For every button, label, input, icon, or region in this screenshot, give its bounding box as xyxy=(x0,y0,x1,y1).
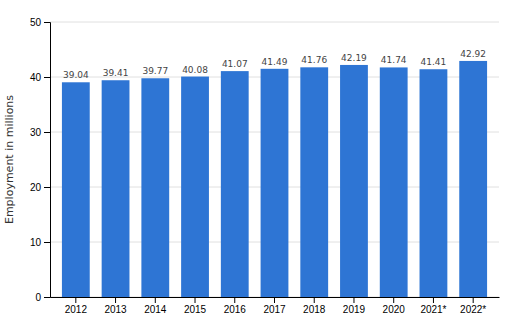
x-tick-mark xyxy=(234,297,235,303)
bar xyxy=(102,80,130,297)
x-tick-label: 2016 xyxy=(224,304,247,315)
chart-container: 0102030405020122013201420152016201720182… xyxy=(0,0,511,323)
plot-area: 0102030405020122013201420152016201720182… xyxy=(30,17,500,315)
y-tick: 20 xyxy=(30,182,50,193)
x-tick-label: 2020 xyxy=(383,304,406,315)
y-tick-label: 30 xyxy=(30,127,42,138)
x-tick-mark xyxy=(115,297,116,303)
y-tick-mark xyxy=(44,132,50,133)
x-tick-label: 2019 xyxy=(343,304,366,315)
y-tick-label: 20 xyxy=(30,182,42,193)
x-tick: 2019 xyxy=(343,297,366,315)
y-tick: 30 xyxy=(30,127,50,138)
x-tick-label: 2018 xyxy=(303,304,326,315)
x-tick: 2017 xyxy=(263,297,286,315)
x-tick: 2014 xyxy=(144,297,167,315)
bar xyxy=(420,69,448,297)
data-label: 42.92 xyxy=(460,49,486,59)
bar xyxy=(62,82,90,297)
bar xyxy=(340,65,368,297)
bar xyxy=(221,71,249,297)
y-tick-mark xyxy=(44,297,50,298)
y-tick-mark xyxy=(44,22,50,23)
x-tick-mark xyxy=(75,297,76,303)
grid xyxy=(50,22,499,297)
bar xyxy=(459,61,487,297)
bars xyxy=(62,61,487,297)
x-tick-label: 2021* xyxy=(420,304,446,315)
x-tick-label: 2014 xyxy=(144,304,167,315)
data-label: 40.08 xyxy=(182,65,208,75)
x-tick-mark xyxy=(155,297,156,303)
x-tick-mark xyxy=(393,297,394,303)
y-tick: 40 xyxy=(30,72,50,83)
bar xyxy=(141,78,169,297)
data-label: 41.41 xyxy=(421,57,447,67)
data-label: 39.04 xyxy=(63,70,89,80)
x-tick-mark xyxy=(473,297,474,303)
x-tick-mark xyxy=(274,297,275,303)
y-axis-title: Employment in millions xyxy=(3,95,16,224)
y-tick-label: 10 xyxy=(30,237,42,248)
y-tick-mark xyxy=(44,242,50,243)
data-label: 42.19 xyxy=(341,53,367,63)
data-label: 41.76 xyxy=(301,55,327,65)
grid-line xyxy=(50,22,499,23)
x-tick-label: 2013 xyxy=(104,304,127,315)
data-label: 39.41 xyxy=(103,68,129,78)
y-tick-label: 0 xyxy=(35,292,41,303)
y-axis-line xyxy=(44,23,51,298)
bar xyxy=(181,77,209,297)
y-tick-mark xyxy=(44,187,50,188)
chart-svg: 0102030405020122013201420152016201720182… xyxy=(0,0,511,323)
data-label: 41.07 xyxy=(222,59,248,69)
x-axis: 2012 2013 2014 2015 2016 2017 2018 2019 2020 2021… xyxy=(51,297,500,315)
y-tick-label: 50 xyxy=(30,17,42,28)
x-tick: 2020 xyxy=(383,297,406,315)
y-tick: 10 xyxy=(30,237,50,248)
bar xyxy=(380,67,408,297)
data-labels: 39.04 39.41 39.77 40.08 41.07 41.49 41.76 42.19… xyxy=(63,49,486,80)
x-tick-mark xyxy=(195,297,196,303)
y-tick: 0 xyxy=(35,292,50,303)
y-axis: 0 10 20 30 40 50 xyxy=(30,17,51,303)
x-tick-mark xyxy=(314,297,315,303)
x-tick: 2016 xyxy=(224,297,247,315)
x-tick: 2018 xyxy=(303,297,326,315)
bar xyxy=(300,67,328,297)
x-tick-label: 2012 xyxy=(65,304,88,315)
x-tick-mark xyxy=(433,297,434,303)
x-tick: 2021* xyxy=(420,297,446,315)
data-label: 41.74 xyxy=(381,55,407,65)
data-label: 39.77 xyxy=(142,66,168,76)
x-tick-label: 2017 xyxy=(263,304,286,315)
x-tick-mark xyxy=(353,297,354,303)
x-tick: 2012 xyxy=(65,297,88,315)
x-tick: 2013 xyxy=(104,297,127,315)
x-tick: 2022* xyxy=(460,297,486,315)
data-label: 41.49 xyxy=(262,57,288,67)
x-tick: 2015 xyxy=(184,297,207,315)
bar xyxy=(261,69,289,297)
y-tick: 50 xyxy=(30,17,50,28)
y-tick-mark xyxy=(44,77,50,78)
x-tick-label: 2022* xyxy=(460,304,486,315)
x-tick-label: 2015 xyxy=(184,304,207,315)
y-tick-label: 40 xyxy=(30,72,42,83)
